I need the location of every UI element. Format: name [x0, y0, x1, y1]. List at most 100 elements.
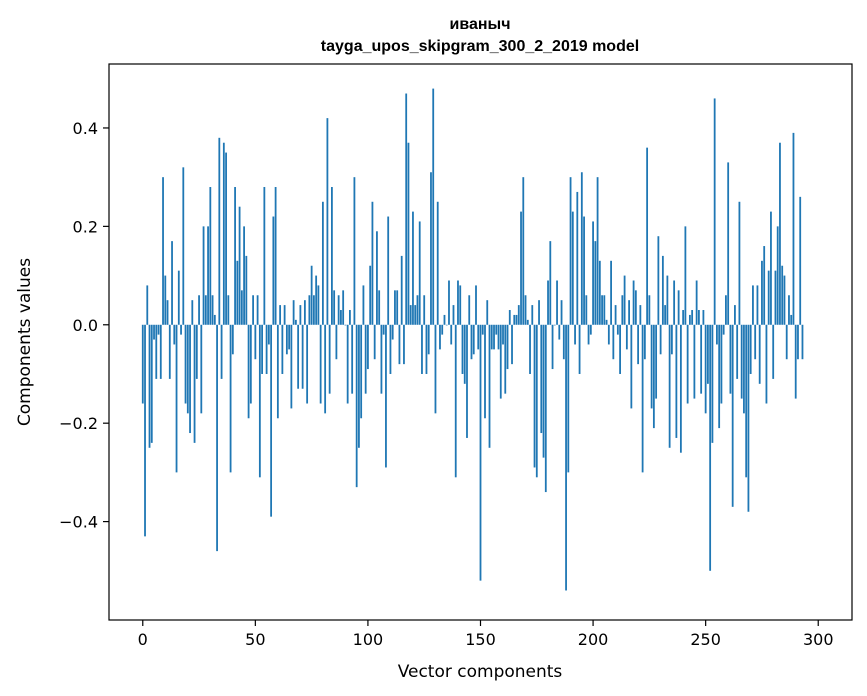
bar [731, 324, 734, 507]
bar [427, 324, 430, 355]
bar [272, 216, 275, 325]
bar [542, 324, 545, 458]
bar [772, 324, 775, 379]
bar [511, 324, 513, 365]
bar [504, 324, 507, 394]
bar [470, 324, 473, 360]
bar [639, 305, 642, 325]
bar [222, 142, 225, 325]
bar [168, 324, 171, 379]
bar [677, 290, 680, 325]
bar [776, 226, 779, 325]
bar [477, 324, 480, 350]
bar [549, 241, 552, 325]
bar [225, 152, 227, 325]
bar [256, 295, 259, 325]
bar [603, 295, 606, 325]
bar [592, 221, 594, 325]
bar [344, 324, 347, 326]
bar [612, 324, 615, 360]
bar [497, 324, 500, 350]
bar [734, 305, 736, 325]
bar [231, 324, 234, 355]
bar [691, 310, 694, 325]
bar [425, 324, 428, 374]
bar [227, 295, 230, 325]
bar [718, 324, 721, 429]
bar [258, 324, 261, 478]
bar [520, 211, 522, 325]
bar [722, 324, 725, 335]
bar [418, 221, 421, 325]
bar [565, 324, 567, 591]
bar [623, 275, 626, 325]
bar [625, 324, 628, 350]
bar [457, 280, 459, 325]
bar [240, 290, 243, 325]
bar [517, 305, 520, 325]
bar [495, 324, 498, 335]
bar [382, 324, 385, 335]
bar [376, 231, 378, 325]
bar [661, 255, 664, 325]
bar [472, 324, 475, 355]
bar [540, 324, 543, 434]
bar [673, 280, 676, 325]
bar [391, 324, 394, 340]
bar [299, 305, 302, 325]
y-axis-ticks: −0.4 −0.2 0.0 0.2 0.4 [59, 119, 109, 532]
x-tick-label: 150 [465, 630, 496, 649]
bar [576, 191, 579, 325]
bar [297, 324, 300, 389]
bar [238, 206, 241, 325]
bar [407, 142, 410, 325]
bar [333, 290, 336, 325]
bar [432, 88, 435, 325]
bar [707, 324, 709, 384]
bar [396, 290, 399, 325]
bar [551, 324, 554, 370]
bar [198, 295, 200, 325]
bar [373, 324, 376, 360]
chart-title: иваныч [450, 16, 511, 33]
bar [583, 216, 585, 325]
bar [533, 324, 536, 468]
bar [148, 324, 151, 448]
bar [191, 300, 194, 325]
bar [666, 275, 669, 325]
bar [792, 132, 795, 325]
bar [587, 324, 590, 345]
bar [765, 324, 768, 404]
bar [459, 285, 462, 325]
bar [664, 305, 667, 325]
bar [709, 324, 712, 571]
bar [650, 324, 653, 409]
bar [150, 324, 153, 443]
bar [335, 324, 338, 360]
bar [655, 324, 658, 399]
bar [209, 187, 212, 325]
bar [747, 324, 750, 512]
bar [466, 324, 468, 438]
bar [535, 324, 538, 478]
bar [450, 324, 453, 345]
bar [745, 324, 748, 478]
bar [544, 324, 547, 493]
bar [400, 255, 403, 325]
bar [711, 324, 714, 443]
bar [360, 324, 363, 419]
bar [324, 324, 327, 414]
bar [312, 295, 315, 325]
bar [200, 324, 203, 414]
bar [249, 324, 252, 404]
bar [585, 295, 588, 325]
bar [790, 314, 793, 325]
bar [763, 246, 766, 325]
bar [558, 324, 561, 340]
x-tick-label: 300 [803, 630, 834, 649]
bar [578, 324, 581, 374]
bar [553, 324, 556, 326]
bar [567, 324, 570, 473]
bar [443, 314, 446, 325]
